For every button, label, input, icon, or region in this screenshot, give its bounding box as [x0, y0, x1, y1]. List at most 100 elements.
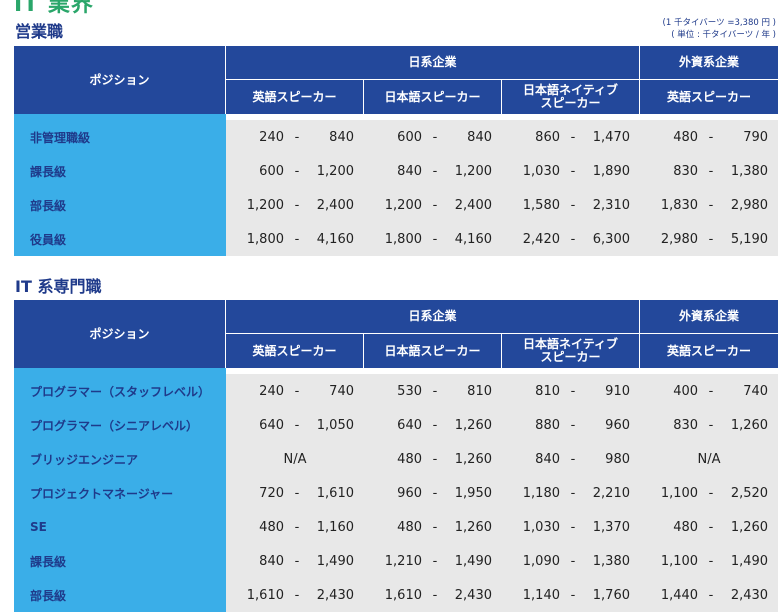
salary-min: 2,420: [522, 231, 560, 247]
foreign-english-speaker-header: 英語スピーカー: [640, 80, 779, 114]
salary-range-cell: 860-1,470: [502, 120, 641, 154]
salary-range-cell: 1,200-2,400: [364, 188, 502, 222]
table-row: 部長級 1,610-2,430 1,610-2,430 1,140-1,760 1,44…: [14, 578, 779, 612]
salary-max: 1,380: [730, 163, 769, 179]
range-dash: -: [294, 383, 300, 399]
range-dash: -: [294, 163, 300, 179]
salary-range-cell: 480- 790: [640, 120, 779, 154]
position-label: 部長級: [14, 188, 226, 222]
row-gap: [226, 114, 779, 120]
salary-max: 1,260: [730, 417, 769, 433]
it-section-title: IT 系専門職: [15, 277, 102, 296]
salary-min: 840: [397, 163, 422, 179]
range-dash: -: [708, 485, 714, 501]
foreign-company-header: 外資系企業: [640, 300, 779, 334]
salary-min: 1,100: [660, 553, 699, 569]
range-dash: -: [432, 485, 438, 501]
table-row: プロジェクトマネージャー 720-1,610 960-1,950 1,180-2,21…: [14, 476, 779, 510]
table-row: プログラマー（シニアレベル） 640-1,050 640-1,260 880-960 8…: [14, 408, 779, 442]
range-dash: -: [294, 519, 300, 535]
salary-max: 1,950: [454, 485, 492, 501]
salary-min: 600: [397, 129, 422, 145]
range-dash: -: [708, 587, 714, 603]
salary-min: 810: [535, 383, 560, 399]
salary-max: 1,490: [454, 553, 492, 569]
position-label: 課長級: [14, 154, 226, 188]
salary-min: 840: [259, 553, 284, 569]
range-dash: -: [432, 451, 438, 467]
salary-range-cell: 1,800-4,160: [364, 222, 502, 256]
japanese-company-header: 日系企業: [226, 300, 641, 334]
salary-range-cell: 480-1,260: [640, 510, 779, 544]
range-dash: -: [708, 417, 714, 433]
range-dash: -: [570, 197, 576, 213]
range-dash: -: [432, 163, 438, 179]
salary-max: 1,160: [316, 519, 354, 535]
salary-range-cell: 720-1,610: [226, 476, 364, 510]
range-dash: -: [294, 587, 300, 603]
salary-range-cell: 600- 840: [364, 120, 502, 154]
salary-min: 1,030: [522, 163, 560, 179]
salary-min: 640: [259, 417, 284, 433]
salary-min: 1,830: [660, 197, 699, 213]
range-dash: -: [432, 129, 438, 145]
salary-max: 5,190: [730, 231, 769, 247]
range-dash: -: [432, 519, 438, 535]
range-dash: -: [294, 417, 300, 433]
range-dash: -: [432, 417, 438, 433]
row-gap: [14, 368, 226, 374]
salary-max: 840: [467, 129, 492, 145]
salary-range-cell: 1,180-2,210: [502, 476, 641, 510]
row-gap: [14, 114, 226, 120]
position-label: プログラマー（シニアレベル）: [14, 408, 226, 442]
japanese-company-header: 日系企業: [226, 46, 641, 80]
salary-range-cell: 1,610-2,430: [364, 578, 502, 612]
salary-min: 1,800: [246, 231, 284, 247]
range-dash: -: [708, 553, 714, 569]
salary-max: 1,260: [454, 519, 492, 535]
salary-min: 2,980: [660, 231, 699, 247]
salary-max: 1,200: [454, 163, 492, 179]
salary-range-cell: 600-1,200: [226, 154, 364, 188]
salary-min: 600: [259, 163, 284, 179]
salary-range-cell: 1,610-2,430: [226, 578, 364, 612]
japanese-native-header: 日本語ネイティブ スピーカー: [502, 80, 641, 114]
salary-range-cell: 810- 910: [502, 374, 641, 408]
position-header: ポジション: [14, 300, 226, 368]
salary-range-cell: 960-1,950: [364, 476, 502, 510]
range-dash: -: [570, 417, 576, 433]
salary-min: 480: [397, 451, 422, 467]
row-gap: [226, 368, 779, 374]
salary-max: 910: [605, 383, 630, 399]
salary-max: 1,370: [592, 519, 630, 535]
range-dash: -: [294, 553, 300, 569]
salary-max: 2,310: [592, 197, 630, 213]
range-dash: -: [294, 231, 300, 247]
salary-max: 1,470: [592, 129, 630, 145]
salary-min: 1,200: [246, 197, 284, 213]
table-row: 役員級 1,800-4,160 1,800-4,160 2,420-6,300 2,98…: [14, 222, 779, 256]
salary-min: 1,440: [660, 587, 699, 603]
range-dash: -: [708, 129, 714, 145]
position-header: ポジション: [14, 46, 226, 114]
salary-min: 480: [259, 519, 284, 535]
salary-range-cell: 1,030-1,370: [502, 510, 641, 544]
range-dash: -: [432, 383, 438, 399]
salary-range-cell: 240- 740: [226, 374, 364, 408]
salary-range-cell: 1,580-2,310: [502, 188, 641, 222]
table-row: ブリッジエンジニア N/A 480-1,260 840-980 N/A: [14, 442, 779, 476]
position-label: プログラマー（スタッフレベル）: [14, 374, 226, 408]
it-salary-table: ポジション 日系企業 外資系企業 英語スピーカー 日本語スピーカー 日本語ネイテ…: [14, 300, 779, 612]
range-dash: -: [432, 197, 438, 213]
salary-min: 830: [673, 417, 699, 433]
not-available-value: N/A: [697, 451, 721, 467]
salary-max: 2,430: [316, 587, 354, 603]
range-dash: -: [432, 231, 438, 247]
salary-min: 1,210: [384, 553, 422, 569]
salary-range-cell: N/A: [640, 442, 779, 476]
salary-range-cell: 1,030-1,890: [502, 154, 641, 188]
salary-range-cell: 1,090-1,380: [502, 544, 641, 578]
range-dash: -: [570, 451, 576, 467]
salary-range-cell: 1,210-1,490: [364, 544, 502, 578]
salary-range-cell: 840-1,200: [364, 154, 502, 188]
